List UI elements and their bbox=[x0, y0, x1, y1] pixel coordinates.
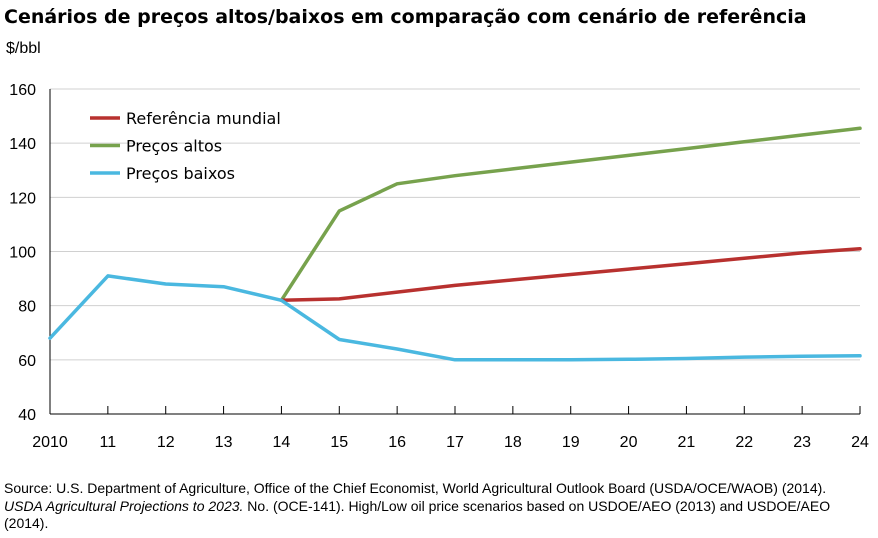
x-tick-label: 12 bbox=[157, 434, 175, 451]
y-tick-label: 120 bbox=[9, 190, 36, 207]
x-tick-label: 21 bbox=[678, 434, 696, 451]
y-tick-label: 160 bbox=[9, 82, 36, 99]
x-tick-label: 22 bbox=[735, 434, 753, 451]
x-tick-label: 2010 bbox=[32, 434, 68, 451]
chart-title: Cenários de preços altos/baixos em compa… bbox=[4, 6, 807, 28]
source-text-1: Source: U.S. Department of Agriculture, … bbox=[4, 480, 827, 496]
x-tick-label: 16 bbox=[388, 434, 406, 451]
x-tick-label: 24 bbox=[851, 434, 869, 451]
x-tick-label: 17 bbox=[446, 434, 464, 451]
x-tick-label: 19 bbox=[562, 434, 580, 451]
series-line bbox=[48, 274, 862, 362]
x-tick-label: 20 bbox=[620, 434, 638, 451]
source-text-2: No. (OCE-141). High/Low oil price scenar… bbox=[4, 497, 831, 532]
series-line bbox=[279, 247, 862, 303]
x-tick-label: 11 bbox=[100, 434, 117, 451]
series-lines bbox=[48, 126, 862, 362]
x-tick-label: 14 bbox=[273, 434, 291, 451]
y-tick-label: 140 bbox=[9, 136, 36, 153]
y-tick-label: 40 bbox=[18, 407, 36, 424]
y-axis-unit-label: $/bbl bbox=[6, 40, 41, 57]
y-tick-label: 60 bbox=[18, 353, 36, 370]
axes: 40 60 80 100 120 140 160 2010 11 12 13 14 15 16 17 18 19… bbox=[9, 82, 869, 451]
source-publication-title: USDA Agricultural Projections to 2023. bbox=[4, 497, 244, 514]
x-tick-label: 13 bbox=[215, 434, 233, 451]
legend-label: Referência mundial bbox=[126, 109, 281, 128]
grid-lines bbox=[50, 88, 860, 361]
x-tick-label: 18 bbox=[504, 434, 522, 451]
y-tick-label: 80 bbox=[18, 299, 36, 316]
x-tick-label: 15 bbox=[330, 434, 348, 451]
x-tick-label: 23 bbox=[793, 434, 811, 451]
legend-label: Preços baixos bbox=[126, 164, 235, 183]
series-line bbox=[279, 126, 862, 303]
source-note: Source: U.S. Department of Agriculture, … bbox=[4, 480, 864, 533]
legend-label: Preços altos bbox=[126, 137, 222, 156]
legend: Referência mundial Preços altos Preços bai… bbox=[90, 109, 281, 183]
line-chart: 40 60 80 100 120 140 160 2010 11 12 13 14 15 16 17 18 19… bbox=[9, 82, 869, 451]
y-tick-label: 100 bbox=[9, 245, 36, 262]
